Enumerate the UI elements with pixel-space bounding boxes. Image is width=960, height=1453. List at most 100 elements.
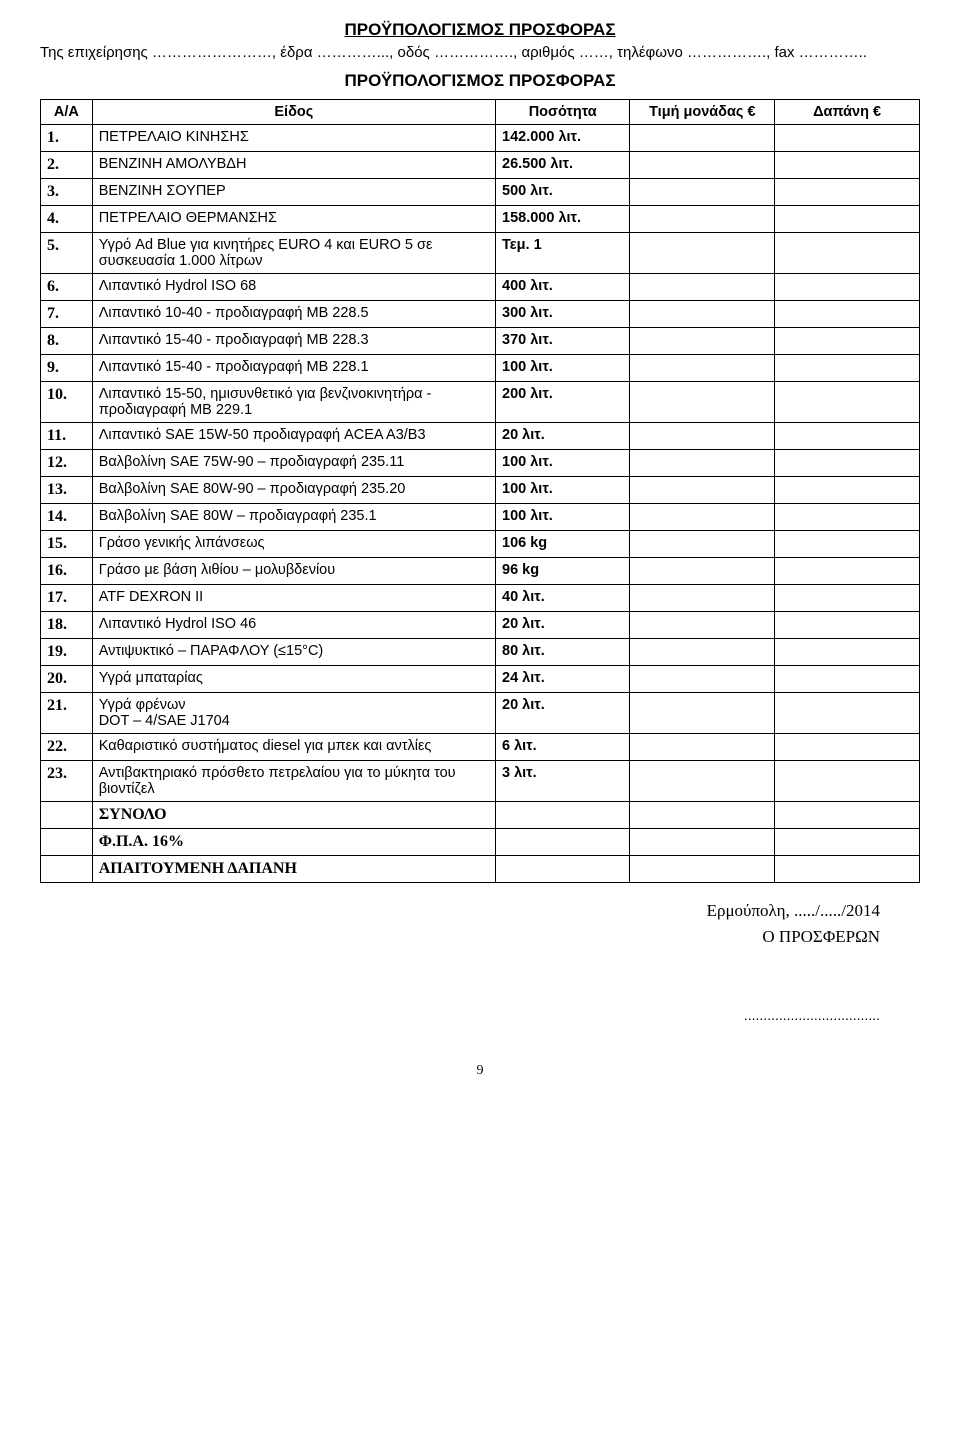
row-cost (775, 328, 920, 355)
footer-label: ΑΠΑΙΤΟΥΜΕΝΗ ΔΑΠΑΝΗ (92, 856, 495, 883)
row-qty: 3 λιτ. (496, 761, 630, 802)
row-cost (775, 531, 920, 558)
row-item: Λιπαντικό 10-40 - προδιαγραφή ΜΒ 228.5 (92, 301, 495, 328)
row-idx: 12. (41, 450, 93, 477)
row-qty: 106 kg (496, 531, 630, 558)
table-header-row: Α/Α Είδος Ποσότητα Τιμή μονάδας € Δαπάνη… (41, 100, 920, 125)
row-price (630, 734, 775, 761)
table-row: 10.Λιπαντικό 15-50, ημισυνθετικό για βεν… (41, 382, 920, 423)
row-price (630, 504, 775, 531)
row-cost (775, 355, 920, 382)
row-idx: 16. (41, 558, 93, 585)
row-item: Βαλβολίνη SAE 80W-90 – προδιαγραφή 235.2… (92, 477, 495, 504)
col-price: Τιμή μονάδας € (630, 100, 775, 125)
place-date: Ερμούπολη, ...../...../2014 (40, 901, 880, 921)
row-item: Υγρό Ad Blue για κινητήρες EURO 4 και EU… (92, 233, 495, 274)
row-price (630, 382, 775, 423)
table-row: 17.ATF DEXRON II40 λιτ. (41, 585, 920, 612)
row-cost (775, 639, 920, 666)
row-qty: 80 λιτ. (496, 639, 630, 666)
row-price (630, 179, 775, 206)
table-row: 7.Λιπαντικό 10-40 - προδιαγραφή ΜΒ 228.5… (41, 301, 920, 328)
budget-table: Α/Α Είδος Ποσότητα Τιμή μονάδας € Δαπάνη… (40, 99, 920, 883)
table-footer-row: ΣΥΝΟΛΟ (41, 802, 920, 829)
row-item: Βαλβολίνη SAE 75W-90 – προδιαγραφή 235.1… (92, 450, 495, 477)
row-item: Λιπαντικό 15-50, ημισυνθετικό για βενζιν… (92, 382, 495, 423)
footer-idx (41, 829, 93, 856)
row-idx: 23. (41, 761, 93, 802)
row-idx: 5. (41, 233, 93, 274)
row-idx: 6. (41, 274, 93, 301)
table-row: 13.Βαλβολίνη SAE 80W-90 – προδιαγραφή 23… (41, 477, 920, 504)
row-price (630, 274, 775, 301)
row-item: Γράσο γενικής λιπάνσεως (92, 531, 495, 558)
footer-qty (496, 802, 630, 829)
row-price (630, 152, 775, 179)
row-item: Αντιψυκτικό – ΠΑΡΑΦΛΟΥ (≤15°C) (92, 639, 495, 666)
col-idx: Α/Α (41, 100, 93, 125)
footer-price (630, 856, 775, 883)
row-item: ΠΕΤΡΕΛΑΙΟ ΚΙΝΗΣΗΣ (92, 125, 495, 152)
row-idx: 7. (41, 301, 93, 328)
row-cost (775, 179, 920, 206)
row-cost (775, 666, 920, 693)
row-cost (775, 504, 920, 531)
row-cost (775, 233, 920, 274)
col-qty: Ποσότητα (496, 100, 630, 125)
row-item: ΒΕΝΖΙΝΗ ΣΟΥΠΕΡ (92, 179, 495, 206)
row-idx: 19. (41, 639, 93, 666)
row-idx: 10. (41, 382, 93, 423)
row-qty: 400 λιτ. (496, 274, 630, 301)
row-idx: 18. (41, 612, 93, 639)
row-price (630, 206, 775, 233)
row-item: Γράσο με βάση λιθίου – μολυβδενίου (92, 558, 495, 585)
row-cost (775, 558, 920, 585)
table-footer-row: Φ.Π.Α. 16% (41, 829, 920, 856)
footer-label: Φ.Π.Α. 16% (92, 829, 495, 856)
row-item: ΒΕΝΖΙΝΗ ΑΜΟΛΥΒΔΗ (92, 152, 495, 179)
row-price (630, 585, 775, 612)
footer-cost (775, 856, 920, 883)
table-row: 6.Λιπαντικό Hydrol ISO 68400 λιτ. (41, 274, 920, 301)
table-row: 11.Λιπαντικό SAE 15W-50 προδιαγραφή ACEA… (41, 423, 920, 450)
row-item: Καθαριστικό συστήματος diesel για μπεκ κ… (92, 734, 495, 761)
footer-block: Ερμούπολη, ...../...../2014 Ο ΠΡΟΣΦΕΡΩΝ (40, 901, 920, 947)
signature-line: ................................... (40, 1007, 920, 1023)
row-idx: 9. (41, 355, 93, 382)
footer-idx (41, 802, 93, 829)
row-price (630, 666, 775, 693)
row-price (630, 328, 775, 355)
row-cost (775, 206, 920, 233)
row-qty: 100 λιτ. (496, 477, 630, 504)
table-row: 14.Βαλβολίνη SAE 80W – προδιαγραφή 235.1… (41, 504, 920, 531)
table-footer-row: ΑΠΑΙΤΟΥΜΕΝΗ ΔΑΠΑΝΗ (41, 856, 920, 883)
row-qty: 100 λιτ. (496, 355, 630, 382)
footer-cost (775, 802, 920, 829)
row-qty: Τεμ. 1 (496, 233, 630, 274)
row-cost (775, 274, 920, 301)
page-number: 9 (40, 1063, 920, 1079)
table-row: 3.ΒΕΝΖΙΝΗ ΣΟΥΠΕΡ500 λιτ. (41, 179, 920, 206)
row-item: ATF DEXRON II (92, 585, 495, 612)
row-item: Υγρά μπαταρίας (92, 666, 495, 693)
row-idx: 17. (41, 585, 93, 612)
row-price (630, 477, 775, 504)
row-qty: 40 λιτ. (496, 585, 630, 612)
row-price (630, 301, 775, 328)
table-row: 1.ΠΕΤΡΕΛΑΙΟ ΚΙΝΗΣΗΣ142.000 λιτ. (41, 125, 920, 152)
col-cost: Δαπάνη € (775, 100, 920, 125)
row-cost (775, 423, 920, 450)
table-row: 20.Υγρά μπαταρίας24 λιτ. (41, 666, 920, 693)
row-cost (775, 450, 920, 477)
row-qty: 100 λιτ. (496, 504, 630, 531)
row-idx: 1. (41, 125, 93, 152)
footer-idx (41, 856, 93, 883)
row-idx: 11. (41, 423, 93, 450)
row-qty: 300 λιτ. (496, 301, 630, 328)
row-cost (775, 301, 920, 328)
row-price (630, 693, 775, 734)
row-cost (775, 382, 920, 423)
footer-price (630, 829, 775, 856)
row-item: ΠΕΤΡΕΛΑΙΟ ΘΕΡΜΑΝΣΗΣ (92, 206, 495, 233)
row-qty: 20 λιτ. (496, 612, 630, 639)
